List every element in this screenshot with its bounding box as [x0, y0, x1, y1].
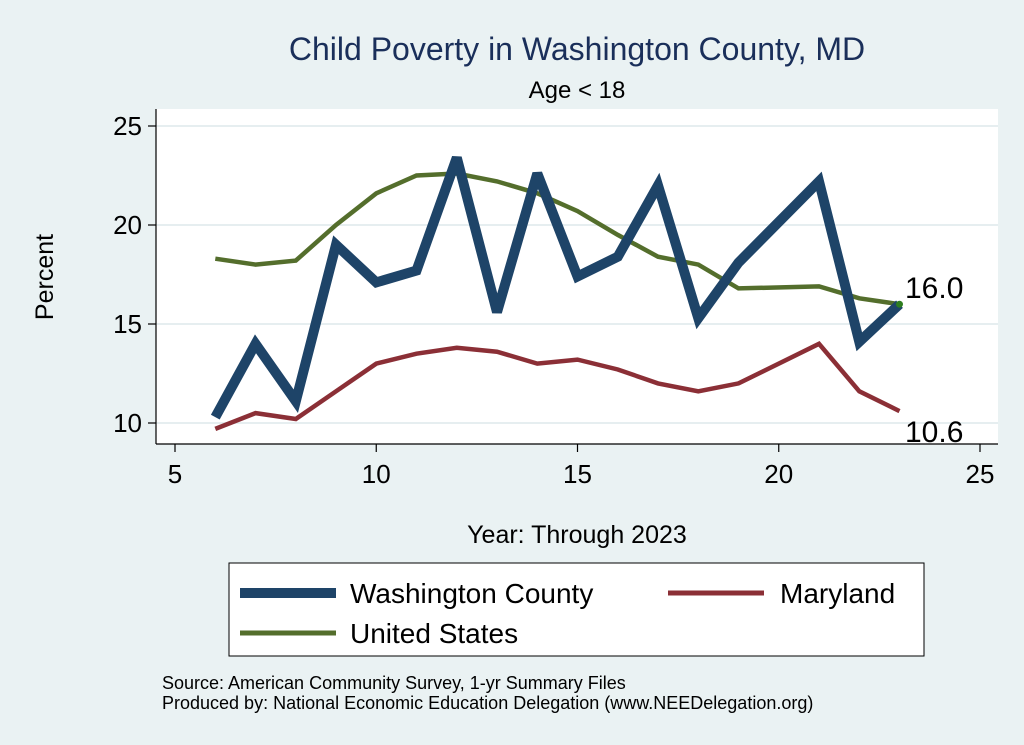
- series-layer: [210, 156, 903, 431]
- chart-title: Child Poverty in Washington County, MD: [289, 31, 865, 67]
- x-tick-label: 25: [966, 459, 995, 489]
- series-line-washington-county: [210, 156, 903, 420]
- legend-label-maryland: Maryland: [780, 578, 895, 609]
- legend-label-united-states: United States: [350, 618, 518, 649]
- y-axis-ticks: 10 15 20 25: [113, 111, 156, 438]
- y-tick-label: 15: [113, 309, 142, 339]
- x-tick-label: 20: [764, 459, 793, 489]
- source-note: Source: American Community Survey, 1-yr …: [162, 673, 626, 693]
- chart-subtitle: Age < 18: [529, 77, 626, 104]
- x-axis-ticks: 5 10 15 20 25: [168, 444, 995, 489]
- us-end-marker: [896, 300, 903, 308]
- producer-note: Produced by: National Economic Education…: [162, 693, 813, 713]
- series-line-united-states: [214, 171, 900, 307]
- x-tick-label: 10: [362, 459, 391, 489]
- end-label-us: 16.0: [905, 272, 963, 305]
- y-tick-label: 10: [113, 408, 142, 438]
- series-line-maryland: [214, 341, 901, 431]
- legend-label-washington-county: Washington County: [350, 578, 593, 609]
- y-axis-title: Percent: [31, 234, 59, 320]
- legend: Washington County Maryland United States: [228, 562, 925, 657]
- y-tick-label: 20: [113, 210, 142, 240]
- legend-box: [228, 562, 925, 657]
- end-label-maryland: 10.6: [905, 416, 963, 449]
- x-tick-label: 5: [168, 459, 182, 489]
- x-tick-label: 15: [563, 459, 592, 489]
- y-tick-label: 25: [113, 111, 142, 141]
- x-axis-title: Year: Through 2023: [467, 521, 687, 549]
